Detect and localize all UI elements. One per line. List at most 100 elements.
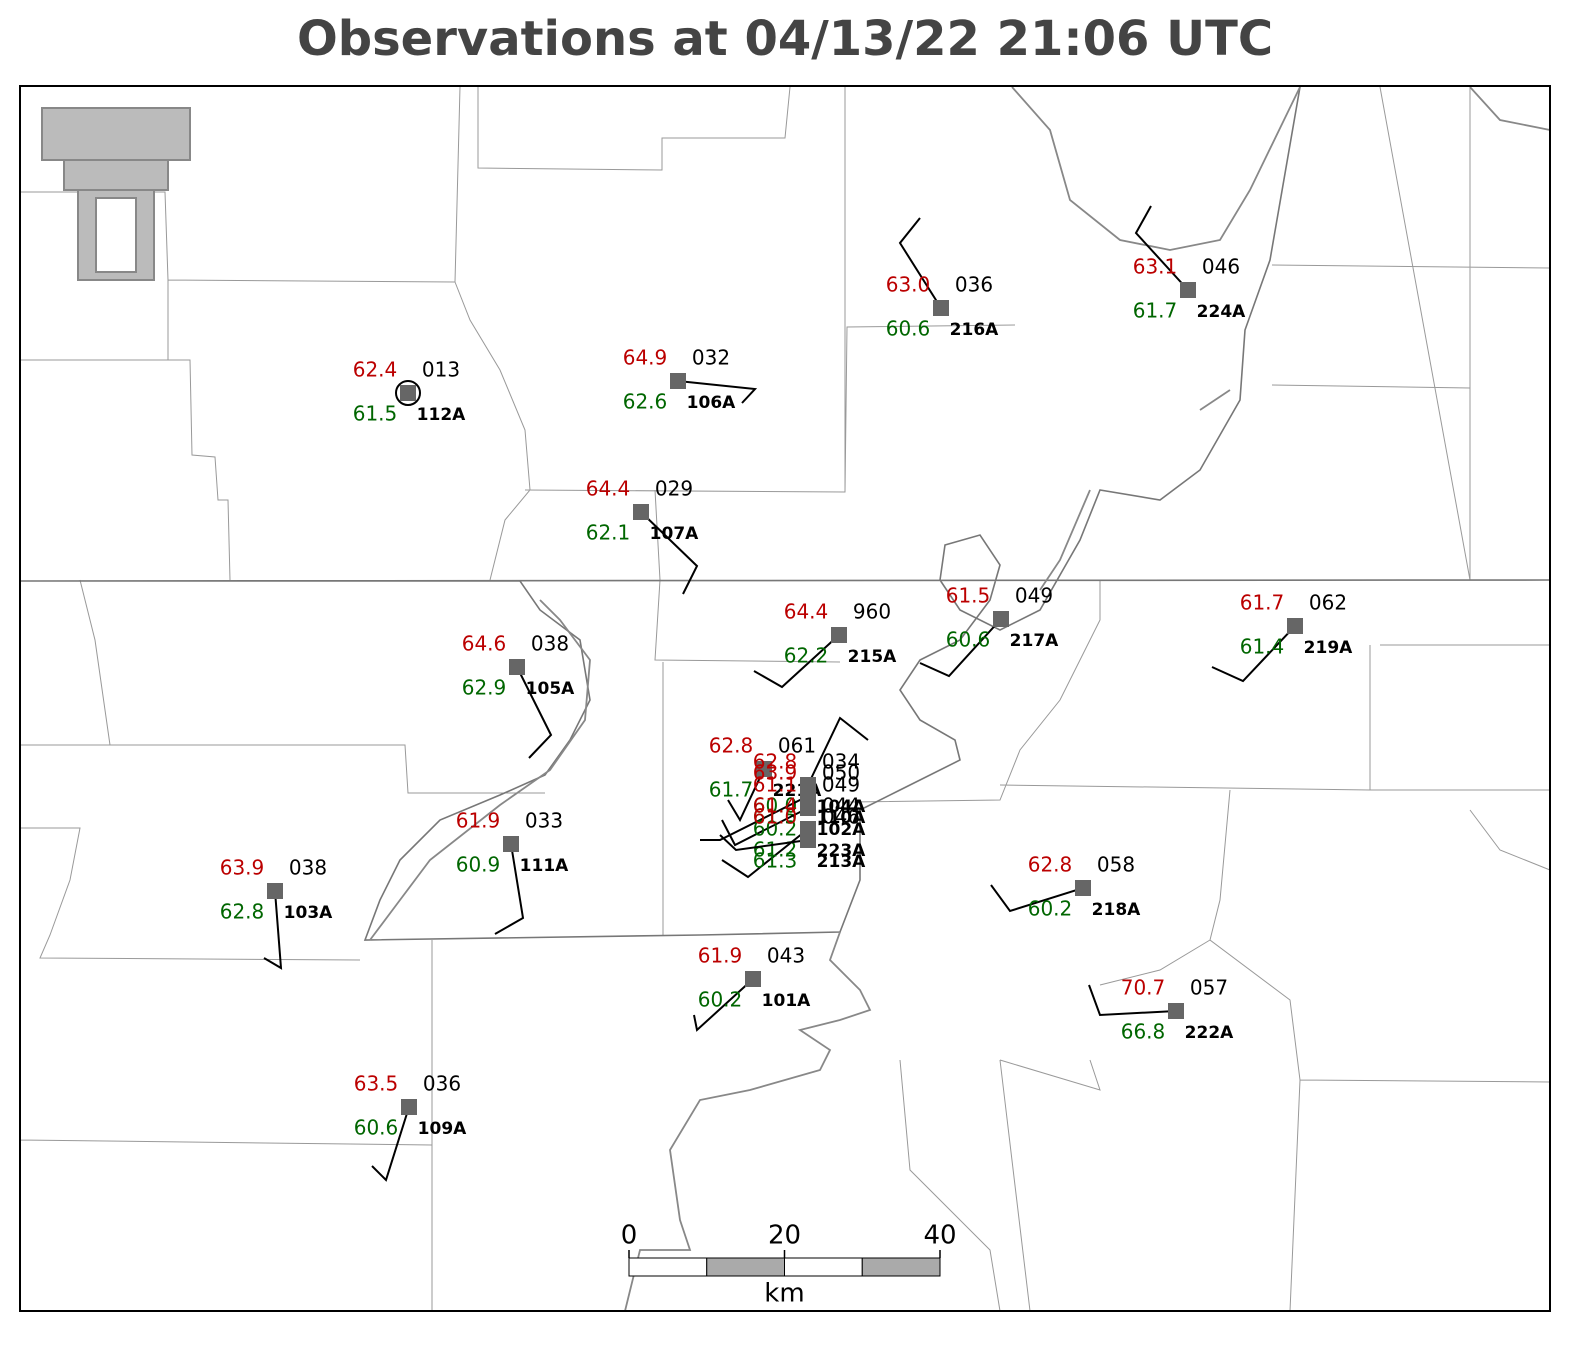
station-id: 222A bbox=[1185, 1023, 1234, 1043]
station-marker bbox=[509, 659, 525, 675]
pressure: 013 bbox=[422, 358, 460, 382]
basemap bbox=[19, 86, 1551, 1312]
temperature: 63.9 bbox=[753, 761, 798, 785]
temperature: 61.4 bbox=[753, 794, 798, 818]
temperature: 64.4 bbox=[586, 477, 631, 501]
station-id: 217A bbox=[1010, 631, 1059, 651]
station: 62.4 013 61.5 112A bbox=[353, 358, 466, 426]
scale-label: 40 bbox=[923, 1221, 956, 1251]
station-marker bbox=[831, 627, 847, 643]
station-marker bbox=[401, 1099, 417, 1115]
wind-barb bbox=[727, 768, 765, 823]
temperature: 64.6 bbox=[462, 632, 507, 656]
dewpoint: 61.2 bbox=[753, 838, 798, 862]
station-id: 213A bbox=[817, 852, 866, 872]
wind-barb bbox=[516, 666, 553, 759]
temperature: 61.9 bbox=[456, 809, 501, 833]
pressure: 058 bbox=[1097, 853, 1135, 877]
logo bbox=[41, 107, 191, 281]
wind-barb bbox=[719, 834, 809, 852]
station-id: 224A bbox=[1197, 302, 1246, 322]
dewpoint: 60.2 bbox=[1028, 897, 1073, 921]
station-marker bbox=[633, 504, 649, 520]
station-marker bbox=[400, 385, 416, 401]
wind-barb bbox=[700, 795, 809, 841]
station: 64.6 038 62.9 105A bbox=[462, 632, 575, 759]
station-id: 103A bbox=[284, 903, 333, 923]
pressure: 032 bbox=[692, 346, 730, 370]
pressure: 046 bbox=[1202, 255, 1240, 279]
wind-barb bbox=[919, 618, 1002, 678]
wind-barb bbox=[753, 634, 840, 689]
station-id: 215A bbox=[848, 647, 897, 667]
station-id: 219A bbox=[1304, 638, 1353, 658]
station-marker bbox=[756, 761, 772, 777]
dewpoint: 62.6 bbox=[623, 390, 668, 414]
station-id: 112A bbox=[417, 405, 466, 425]
scale-label: 20 bbox=[768, 1221, 801, 1251]
station-marker bbox=[503, 836, 519, 852]
temperature: 61.5 bbox=[946, 584, 991, 608]
station: 63.5 036 60.6 109A bbox=[354, 1072, 467, 1182]
dewpoint: 60.6 bbox=[354, 1116, 399, 1140]
map-frame bbox=[19, 85, 1551, 1312]
station: 61.0 046 61.3 213A bbox=[719, 805, 866, 873]
pressure: 033 bbox=[525, 809, 563, 833]
scale-label: 0 bbox=[621, 1221, 638, 1251]
pressure: 049 bbox=[1015, 584, 1053, 608]
pressure: 034 bbox=[822, 750, 860, 774]
pressure: 057 bbox=[1190, 976, 1228, 1000]
station: 64.4 029 62.1 107A bbox=[586, 477, 699, 595]
temperature: 61.9 bbox=[698, 944, 743, 968]
dewpoint: 61.3 bbox=[753, 849, 798, 873]
scale-segment bbox=[784, 1257, 863, 1277]
station: 61.1 049 60.2 102A bbox=[721, 773, 866, 847]
wind-barb bbox=[898, 217, 942, 309]
temperature: 61.0 bbox=[753, 805, 798, 829]
station-marker bbox=[800, 800, 816, 816]
scale-segment bbox=[706, 1257, 785, 1277]
pressure: 036 bbox=[423, 1072, 461, 1096]
wind-barb bbox=[807, 716, 869, 786]
dewpoint: 62.9 bbox=[462, 676, 507, 700]
station-plots: 62.4 013 61.5 112A 64.9 032 62.6 106A 64.4 029 62.… bbox=[220, 205, 1353, 1182]
station-marker bbox=[1168, 1003, 1184, 1019]
dewpoint: 60.9 bbox=[456, 853, 501, 877]
temperature: 63.1 bbox=[1133, 255, 1178, 279]
pressure: 043 bbox=[767, 944, 805, 968]
station-id: 218A bbox=[1092, 900, 1141, 920]
temperature: 64.9 bbox=[623, 346, 668, 370]
station-id: 223A bbox=[817, 841, 866, 861]
station-marker bbox=[267, 883, 283, 899]
wind-barb bbox=[990, 884, 1084, 913]
wind-barb bbox=[494, 843, 525, 935]
station-id: 110A bbox=[817, 808, 866, 828]
wind-barb bbox=[721, 828, 809, 879]
station-marker bbox=[1287, 618, 1303, 634]
wind-barb bbox=[721, 807, 809, 847]
pressure: 038 bbox=[531, 632, 569, 656]
station-id: 216A bbox=[950, 320, 999, 340]
temperature: 63.5 bbox=[354, 1072, 399, 1096]
station-marker bbox=[1180, 282, 1196, 298]
dewpoint: 62.1 bbox=[586, 521, 631, 545]
dewpoint: 60.6 bbox=[886, 317, 931, 341]
temperature: 63.9 bbox=[220, 856, 265, 880]
dewpoint: 60.2 bbox=[698, 988, 743, 1012]
pressure: 960 bbox=[853, 600, 891, 624]
station-marker bbox=[993, 611, 1009, 627]
station: 61.4 044 61.2 223A bbox=[721, 794, 866, 879]
station: 63.9 038 62.8 103A bbox=[220, 856, 333, 970]
scale-bar: 0 20 40 km bbox=[621, 1221, 957, 1309]
station: 64.4 960 62.2 215A bbox=[753, 600, 897, 689]
station-marker bbox=[933, 300, 949, 316]
pressure: 029 bbox=[655, 477, 693, 501]
dewpoint: 61.4 bbox=[1240, 635, 1285, 659]
scale-unit: km bbox=[764, 1279, 804, 1309]
temperature: 62.8 bbox=[709, 734, 754, 758]
station: 63.0 036 60.6 216A bbox=[886, 217, 999, 341]
wind-barb bbox=[640, 511, 699, 595]
station-marker bbox=[745, 971, 761, 987]
